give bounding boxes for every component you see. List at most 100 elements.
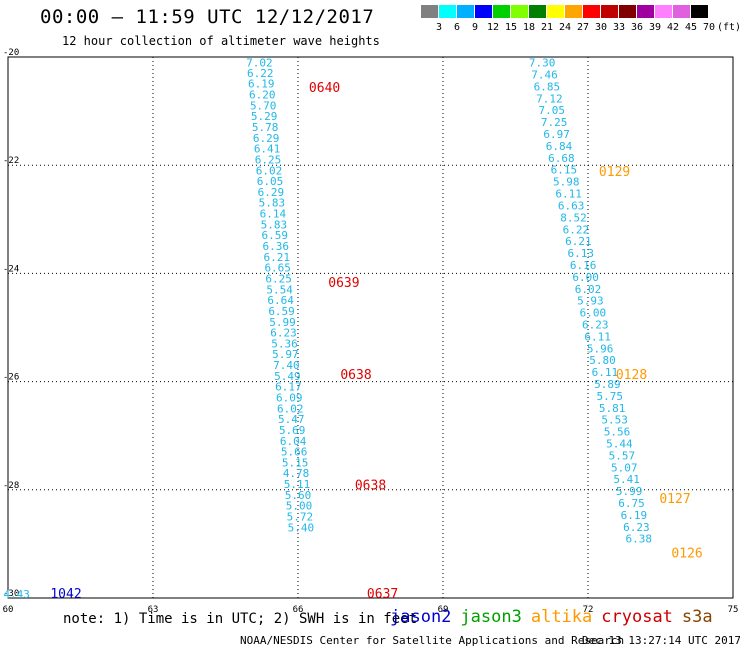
swh-value: 5.41 [613, 473, 640, 486]
pass-time-label: 0637 [367, 587, 398, 602]
color-scale-label: 33 [612, 22, 626, 33]
grid-lines [8, 57, 733, 598]
color-scale-swatch [673, 5, 690, 18]
swh-value: 6.02 [256, 164, 283, 177]
swh-value: 6.97 [543, 128, 570, 141]
swh-value: 6.36 [263, 240, 290, 253]
footer-timestamp: Dec 13 13:27:14 UTC 2017 [582, 634, 740, 647]
color-scale-label: 70 [702, 22, 716, 33]
y-tick-label: -30 [3, 589, 19, 599]
swh-value: 6.29 [253, 132, 280, 145]
swh-value: 5.47 [278, 413, 305, 426]
swh-value: 5.07 [611, 461, 638, 474]
pass-time-label: 1042 [50, 587, 81, 602]
swh-value: 5.83 [261, 218, 288, 231]
swh-value: 6.11 [584, 330, 611, 343]
swh-value: 6.14 [260, 208, 287, 221]
swh-value: 4.43 [3, 588, 30, 601]
color-scale-label: 27 [576, 22, 590, 33]
legend-item-altika: altika [530, 607, 593, 627]
swh-value: 5.49 [274, 370, 301, 383]
swh-value: 6.11 [592, 366, 619, 379]
swh-value: 5.83 [259, 197, 286, 210]
swh-value: 6.00 [572, 271, 599, 284]
swh-value: 6.23 [582, 318, 609, 331]
x-tick-label: 60 [3, 605, 14, 615]
swh-value: 6.19 [621, 509, 648, 522]
x-tick-label: 69 [438, 605, 449, 615]
swh-values: 7.026.226.196.205.705.295.786.296.416.25… [3, 57, 652, 601]
swh-value: 5.29 [251, 110, 278, 123]
swh-value: 6.65 [264, 262, 291, 275]
swh-value: 7.25 [541, 116, 568, 129]
swh-value: 6.16 [570, 259, 597, 272]
swh-value: 6.23 [623, 521, 650, 534]
color-scale-label: 30 [594, 22, 608, 33]
swh-value: 5.66 [281, 446, 308, 459]
color-scale-swatch [421, 5, 438, 18]
color-scale-swatch [493, 5, 510, 18]
swh-value: 6.25 [255, 153, 282, 166]
swh-value: 6.68 [548, 152, 575, 165]
swh-value: 8.52 [560, 211, 587, 224]
pass-time-label: 0639 [328, 276, 359, 291]
color-scale-swatch [511, 5, 528, 18]
pass-time-label: 0638 [340, 368, 371, 383]
swh-value: 5.72 [287, 511, 314, 524]
swh-value: 5.44 [606, 437, 633, 450]
color-scale-label: 12 [486, 22, 500, 33]
swh-value: 5.89 [594, 378, 621, 391]
swh-value: 5.56 [604, 426, 631, 439]
swh-value: 5.11 [284, 478, 311, 491]
swh-value: 6.21 [263, 251, 290, 264]
pass-time-label: 0128 [616, 368, 647, 383]
pass-time-label: 0129 [599, 165, 630, 180]
swh-value: 5.80 [589, 354, 616, 367]
swh-value: 5.69 [279, 424, 306, 437]
swh-value: 5.81 [599, 402, 626, 415]
swh-value: 6.02 [277, 402, 304, 415]
swh-value: 5.60 [285, 489, 312, 502]
color-scale-label: 18 [522, 22, 536, 33]
swh-value: 5.99 [269, 316, 296, 329]
swh-value: 6.00 [580, 307, 607, 320]
color-scale-swatch [475, 5, 492, 18]
swh-value: 5.54 [266, 283, 293, 296]
swh-value: 7.02 [246, 57, 273, 70]
swh-value: 6.29 [258, 186, 285, 199]
note-text: note: 1) Time is in UTC; 2) SWH is in fe… [63, 611, 418, 627]
swh-value: 6.23 [270, 327, 297, 340]
color-scale-label: 15 [504, 22, 518, 33]
pass-time-labels: 0640 0639 0638 0638 0637 0129 0128 0127 0126 1042 [50, 81, 702, 602]
swh-value: 6.13 [568, 247, 595, 260]
x-tick-label: 66 [293, 605, 304, 615]
swh-value: 6.17 [275, 381, 302, 394]
color-scale-swatch [691, 5, 708, 18]
swh-value: 5.15 [282, 456, 309, 469]
swh-value: 5.75 [597, 390, 624, 403]
swh-value: 6.22 [563, 223, 590, 236]
swh-value: 7.30 [529, 57, 556, 70]
swh-value: 6.41 [254, 143, 281, 156]
color-scale-label: 24 [558, 22, 572, 33]
swh-value: 6.75 [618, 497, 645, 510]
swh-value: 6.59 [268, 305, 295, 318]
swh-value: 5.70 [250, 99, 277, 112]
swh-value: 5.98 [553, 176, 580, 189]
swh-value: 5.36 [271, 337, 298, 350]
satellite-legend: jason2 jason3 altika cryosat s3a [390, 607, 722, 627]
legend-item-cryosat: cryosat [601, 607, 673, 627]
pass-time-label: 0127 [659, 492, 690, 507]
y-tick-label: -26 [3, 373, 19, 383]
plot-frame [7, 56, 734, 599]
y-tick-label: -22 [3, 156, 19, 166]
swh-value: 6.85 [534, 80, 561, 93]
chart-title: 00:00 – 11:59 UTC 12/12/2017 [40, 6, 375, 28]
pass-time-label: 0126 [671, 546, 702, 561]
x-tick-label: 63 [148, 605, 159, 615]
swh-value: 5.57 [609, 449, 636, 462]
swh-value: 6.15 [551, 164, 578, 177]
color-scale-swatch [457, 5, 474, 18]
color-scale-swatch [637, 5, 654, 18]
